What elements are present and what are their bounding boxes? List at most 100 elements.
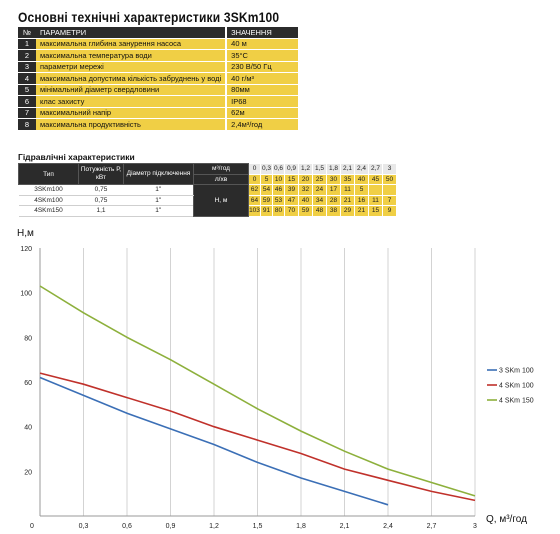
spec-row-value: IP68 (225, 95, 298, 108)
hyd-row-diameter: 1" (123, 195, 194, 206)
hyd-lpm-value: 15 (284, 173, 299, 185)
spec-row-number: 7 (18, 107, 36, 119)
hyd-head-value: 21 (340, 194, 355, 206)
hyd-lpm-value: 35 (340, 173, 355, 185)
spec-row-parameter: максимальна температура води (36, 49, 227, 62)
hyd-head-value: 59 (298, 205, 313, 217)
series-lines (39, 285, 476, 506)
hyd-flow-value: 2,1 (340, 163, 355, 175)
spec-row-number: 2 (18, 49, 36, 62)
x-tick-label: 3 (473, 523, 477, 530)
hydraulic-row: 4SKm150 1,1 1" 103 91 80 70 59 48 38 29 21 15 9 (18, 205, 411, 217)
x-tick-label: 0 (30, 523, 34, 530)
hyd-head-value: 103 (248, 205, 261, 217)
y-axis-label: Н,м (17, 228, 34, 239)
spec-row-parameter: параметри мережі (36, 61, 227, 73)
x-tick-label: 1,5 (253, 523, 263, 530)
x-tick-label: 0,3 (79, 523, 89, 530)
spec-table-body: 1 максимальна глибина занурення насоса 40 … (18, 38, 298, 131)
y-tick-label: 120 (20, 246, 32, 253)
hyd-head-label: Н, м (193, 184, 249, 217)
chart-grid (83, 248, 476, 516)
spec-header-parameter: ПАРАМЕТРИ (36, 27, 227, 39)
hyd-header-lpm-unit: л/хв (193, 173, 249, 185)
spec-row: 5 мінімальний діаметр свердловини 80мм (18, 84, 298, 96)
legend-label: 4 SKm 100 (499, 383, 534, 390)
spec-row-parameter: максимальна допустима кількість забрудне… (36, 72, 227, 85)
hyd-head-value: 38 (326, 205, 341, 217)
hyd-head-value: 54 (260, 184, 273, 196)
axis-ticks: 0 0,3 0,6 0,9 1,2 1,5 1,8 2,1 2,4 2,7 3 20 40 60 80 100… (20, 246, 477, 530)
hydraulic-title: Гідравлічні характеристики (18, 152, 135, 162)
hyd-flow-value: 2,7 (368, 163, 383, 175)
hyd-flow-value: 1,2 (298, 163, 313, 175)
hyd-flow-value: 1,8 (326, 163, 341, 175)
spec-row-number: 4 (18, 72, 36, 85)
x-tick-label: 0,6 (122, 523, 132, 530)
hyd-flow-value: 0,9 (284, 163, 299, 175)
hyd-lpm-value: 40 (354, 173, 369, 185)
hyd-lpm-value: 50 (382, 173, 397, 185)
hyd-lpm-value: 30 (326, 173, 341, 185)
hyd-header-flow-unit: м³/год (193, 163, 249, 175)
hyd-head-value: 17 (326, 184, 341, 196)
spec-row-value: 2,4м³/год (225, 118, 298, 131)
y-tick-label: 80 (24, 335, 32, 342)
hyd-head-value: 9 (382, 205, 397, 217)
x-tick-label: 1,2 (209, 523, 219, 530)
spec-header-value: ЗНАЧЕННЯ (225, 27, 298, 39)
spec-row-number: 5 (18, 84, 36, 96)
hyd-flow-value: 3 (382, 163, 397, 175)
hyd-lpm-value: 0 (248, 173, 261, 185)
hyd-head-value: 29 (340, 205, 355, 217)
spec-row: 8 максимальна продуктивність 2,4м³/год (18, 118, 298, 131)
hyd-flow-value: 0,6 (272, 163, 285, 175)
y-tick-label: 100 (20, 291, 32, 298)
page-title: Основні технічні характеристики 3SKm100 (18, 9, 280, 25)
series-line (39, 285, 476, 497)
hyd-head-value: 59 (260, 194, 273, 206)
hyd-row-power: 1,1 (78, 205, 124, 217)
spec-row-parameter: максимальна глибина занурення насоса (36, 38, 227, 50)
hyd-head-value: 7 (382, 194, 397, 206)
hyd-head-value: 62 (248, 184, 261, 196)
spec-row-parameter: максимальний напір (36, 107, 227, 119)
spec-row-value: 40 м (225, 38, 298, 50)
hyd-row-type: 4SKm150 (18, 205, 79, 217)
x-tick-label: 2,1 (340, 523, 350, 530)
hyd-head-value: 11 (340, 184, 355, 196)
hyd-header-diameter: Діаметр підключення (123, 163, 194, 185)
hyd-flow-value: 2,4 (354, 163, 369, 175)
hyd-row-diameter: 1" (123, 184, 194, 196)
hyd-lpm-value: 45 (368, 173, 383, 185)
hyd-lpm-value: 20 (298, 173, 313, 185)
hyd-header-type: Тип (18, 163, 79, 185)
x-tick-label: 2,4 (383, 523, 393, 530)
hyd-flow-value: 1,5 (312, 163, 327, 175)
hyd-head-value: 64 (248, 194, 261, 206)
spec-row: 2 максимальна температура води 35°С (18, 49, 298, 62)
hyd-head-value: 48 (312, 205, 327, 217)
hyd-head-value: 28 (326, 194, 341, 206)
spec-row: 6 клас захисту IP68 (18, 95, 298, 108)
hydraulic-header-row: Тип Потужність Р, кВт Діаметр підключення м… (18, 163, 411, 185)
hyd-lpm-value: 25 (312, 173, 327, 185)
hyd-flow-value: 0 (248, 163, 261, 175)
chart-legend: 3 SKm 100 4 SKm 100 4 SKm 150 (487, 368, 534, 405)
hyd-head-value: 24 (312, 184, 327, 196)
x-tick-label: 2,7 (427, 523, 437, 530)
hydraulic-lpm-row: л/хв 0 5 10 15 20 25 30 35 40 45 50 (19, 173, 411, 185)
series-line (39, 376, 389, 506)
spec-row-value: 80мм (225, 84, 298, 96)
series-line (39, 372, 476, 502)
hyd-head-value: 47 (284, 194, 299, 206)
x-tick-label: 0,9 (166, 523, 176, 530)
pump-curve-chart: Н,м 0 0,3 0,6 0,9 1,2 1,5 1,8 2,1 2,4 2,7 3 20 40 60 8… (17, 228, 534, 530)
spec-row-number: 8 (18, 118, 36, 131)
hyd-row-diameter: 1" (123, 205, 194, 217)
legend-label: 4 SKm 150 (499, 398, 534, 405)
hyd-lpm-value: 5 (260, 173, 273, 185)
hyd-flow-value: 0,3 (260, 163, 273, 175)
hyd-head-value: 46 (272, 184, 285, 196)
hyd-row-type: 3SKm100 (18, 184, 79, 196)
